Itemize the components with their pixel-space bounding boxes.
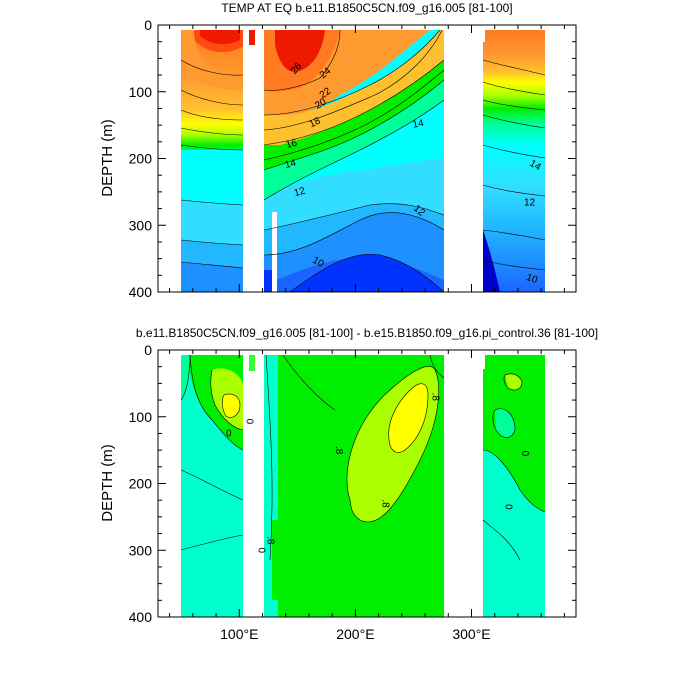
bottom-y-axis: 0 100 200 300 400 bbox=[129, 342, 576, 625]
bottom-x-tick-label: 200°E bbox=[336, 626, 374, 642]
bottom-panel-title: b.e11.B1850C5CN.f09_g16.005 [81-100] - b… bbox=[136, 326, 598, 340]
bottom-west-spring bbox=[181, 355, 190, 400]
top-contour-label: 14 bbox=[412, 118, 425, 131]
top-pacific-notch-inner bbox=[264, 270, 272, 292]
bottom-contour-label: .8 bbox=[430, 393, 441, 402]
top-contour-label-text: 10 bbox=[525, 272, 540, 286]
bottom-contour-label: .8 bbox=[380, 499, 391, 508]
top-contour-label-text: 20 bbox=[313, 96, 329, 111]
top-pacific-spring-band bbox=[264, 80, 444, 200]
top-contour-label-text: 12 bbox=[293, 185, 307, 199]
top-contour-label: 14 bbox=[284, 157, 298, 171]
top-atlantic-deep bbox=[483, 230, 500, 292]
bottom-y-tick-label: 300 bbox=[129, 542, 153, 558]
bottom-y-tick-label: 0 bbox=[144, 342, 152, 358]
top-contour-label: 12 bbox=[524, 198, 536, 209]
bottom-x-tick-label: 300°E bbox=[452, 626, 490, 642]
top-contour-label-text: 18 bbox=[308, 115, 323, 130]
top-pacific-deep-blue bbox=[290, 254, 444, 292]
bottom-contour-label-text: .8 bbox=[380, 499, 391, 508]
bottom-contour-label: 0 bbox=[255, 547, 266, 553]
top-contour-label: 16 bbox=[285, 137, 299, 151]
bottom-west-yellow bbox=[222, 394, 240, 418]
bottom-atlantic-lime bbox=[505, 373, 522, 390]
bottom-contour-label: 0 bbox=[519, 451, 530, 457]
top-contour-label-text: 16 bbox=[285, 137, 299, 151]
top-y-tick-label: 300 bbox=[129, 217, 153, 233]
bottom-contour-label-text: 0 bbox=[244, 419, 255, 425]
bottom-y-tick-label: 100 bbox=[129, 409, 153, 425]
top-contour-label: 10 bbox=[310, 255, 326, 270]
bottom-contour-label: 0 bbox=[226, 428, 232, 439]
top-contour-label-text: 14 bbox=[412, 118, 425, 131]
top-west-orange-band bbox=[181, 30, 243, 91]
bottom-y-axis-label: DEPTH (m) bbox=[99, 444, 116, 522]
top-atlantic-notch bbox=[479, 30, 485, 42]
bottom-y-tick-label: 200 bbox=[129, 476, 153, 492]
bottom-contour-labels: 0 0 0 .8 .8 .8 .8 0 0 bbox=[226, 393, 530, 554]
bottom-contour-label-text: 0 bbox=[255, 547, 266, 553]
top-pacific-notch bbox=[272, 212, 277, 292]
bottom-contour-label-text: 0 bbox=[503, 504, 514, 510]
bottom-atlantic-aqua bbox=[483, 450, 545, 617]
top-contour-label: 14 bbox=[528, 158, 544, 173]
bottom-contour-label-text: .8 bbox=[333, 446, 344, 455]
bottom-x-tick-label: 100°E bbox=[220, 626, 258, 642]
bottom-atlantic-spring bbox=[495, 408, 515, 438]
top-contour-label-text: 10 bbox=[310, 255, 326, 270]
top-west-blue bbox=[181, 262, 243, 292]
top-contour-label: 10 bbox=[525, 272, 540, 286]
bottom-contour-label: 0 bbox=[503, 504, 514, 510]
top-pacific-yellow-band bbox=[264, 30, 444, 145]
top-contour-lines bbox=[180, 29, 546, 292]
bottom-x-axis: 100°E 200°E 300°E bbox=[169, 350, 565, 642]
top-pacific-green-band bbox=[264, 60, 444, 170]
bottom-contour-label: 0 bbox=[244, 419, 255, 425]
top-contour-label-text: 14 bbox=[284, 157, 298, 171]
bottom-contour-label-text: 0 bbox=[226, 428, 232, 439]
top-contour-label: 20 bbox=[313, 96, 329, 111]
bottom-panel-plot: 0 0 0 .8 .8 .8 .8 0 0 bbox=[180, 354, 546, 617]
top-y-tick-label: 200 bbox=[129, 151, 153, 167]
top-y-axis-label: DEPTH (m) bbox=[99, 119, 116, 197]
top-y-tick-label: 0 bbox=[144, 17, 152, 33]
top-y-tick-label: 100 bbox=[129, 84, 153, 100]
top-strip bbox=[249, 30, 255, 45]
bottom-contour-lines bbox=[180, 354, 546, 561]
bottom-contour-label: .8 bbox=[265, 536, 276, 545]
top-contour-label-text: 12 bbox=[524, 198, 536, 209]
bottom-strip-2-green bbox=[272, 520, 278, 600]
top-y-tick-label: 400 bbox=[129, 284, 153, 300]
bottom-contour-label-text: 0 bbox=[519, 451, 530, 457]
bottom-contour-label: .8 bbox=[333, 446, 344, 455]
top-contour-label-text: 14 bbox=[528, 158, 544, 173]
bottom-atlantic-notch bbox=[479, 355, 485, 369]
top-panel-title: TEMP AT EQ b.e11.B1850C5CN.f09_g16.005 [… bbox=[221, 1, 512, 15]
top-atlantic-block bbox=[483, 30, 545, 292]
top-pacific-red bbox=[275, 30, 325, 72]
top-west-red-cap bbox=[200, 30, 240, 45]
top-contour-label: 18 bbox=[308, 115, 323, 130]
bottom-y-tick-label: 400 bbox=[129, 609, 153, 625]
top-contour-label: 12 bbox=[293, 185, 307, 199]
bottom-pacific-yellow bbox=[388, 383, 428, 453]
bottom-contour-label-text: .8 bbox=[265, 536, 276, 545]
top-x-ticks bbox=[169, 25, 565, 292]
bottom-strip-1 bbox=[249, 355, 255, 371]
top-y-axis: 0 100 200 300 400 bbox=[129, 17, 576, 300]
bottom-contour-label-text: .8 bbox=[430, 393, 441, 402]
